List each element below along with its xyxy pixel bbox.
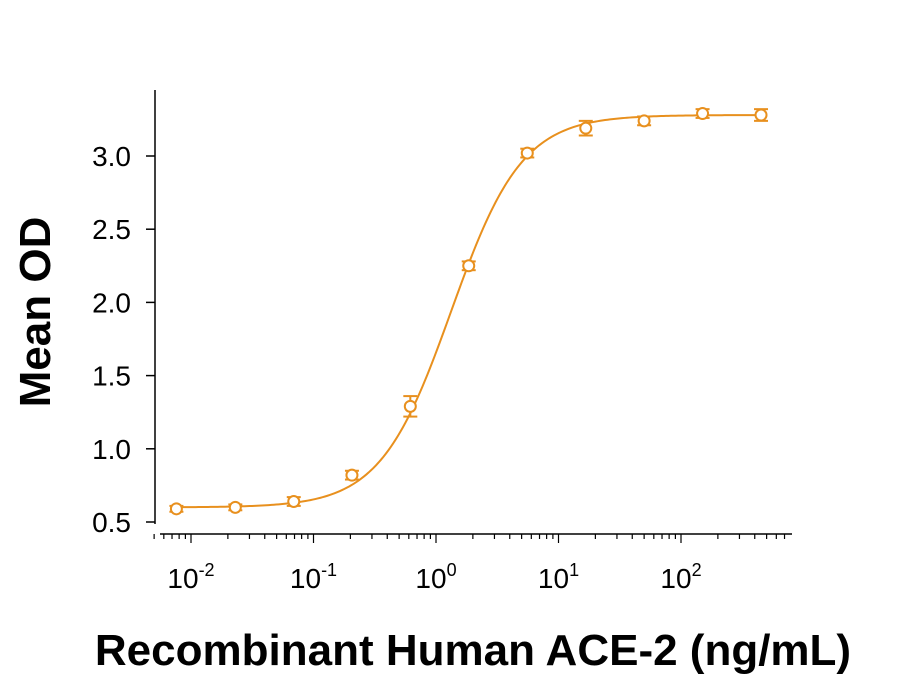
data-point-group — [520, 146, 535, 160]
x-tick-label: 10-1 — [290, 560, 337, 594]
x-tick-label-base: 10 — [167, 563, 198, 594]
y-tick-label: 3.0 — [92, 141, 131, 172]
y-ticks: 0.5 1.0 1.5 2.0 2.5 3.0 — [92, 141, 155, 538]
x-tick-label-base: 10 — [660, 563, 691, 594]
data-points-layer — [169, 107, 769, 516]
data-point-group — [695, 107, 710, 121]
y-tick-label: 0.5 — [92, 507, 131, 538]
x-tick-label-exponent: 1 — [569, 560, 579, 580]
x-tick-label-exponent: 2 — [692, 560, 702, 580]
x-tick-label-base: 10 — [538, 563, 569, 594]
data-point — [287, 495, 301, 509]
data-point — [520, 146, 534, 160]
y-tick-label: 2.0 — [92, 287, 131, 318]
data-point — [754, 108, 768, 122]
data-point — [345, 468, 359, 482]
data-point — [169, 502, 183, 516]
x-axis-title: Recombinant Human ACE-2 (ng/mL) — [95, 626, 851, 675]
x-tick-label: 100 — [415, 560, 456, 594]
x-ticks: 10-2 10-1 100 101 102 — [153, 534, 786, 594]
x-tick-label-exponent: -2 — [199, 560, 215, 580]
data-point-group — [754, 108, 769, 122]
x-tick-label-exponent: 0 — [447, 560, 457, 580]
data-point-group — [461, 259, 476, 273]
data-point — [696, 107, 710, 121]
data-point — [462, 259, 476, 273]
y-axis-title: Mean OD — [11, 217, 60, 408]
data-point-group — [403, 395, 418, 418]
axes: 0.51.01.52.02.53.0 10-2 10-1 100 101 102 — [92, 90, 792, 594]
y-tick-label: 1.5 — [92, 361, 131, 392]
data-point — [228, 500, 242, 514]
data-point-group — [578, 119, 593, 137]
data-point-group — [228, 500, 243, 514]
y-tick-label: 2.5 — [92, 214, 131, 245]
x-tick-label-base: 10 — [290, 563, 321, 594]
data-point — [579, 121, 593, 135]
x-tick-label: 10-2 — [167, 560, 214, 594]
x-tick-label: 101 — [538, 560, 579, 594]
x-tick-label-base: 10 — [415, 563, 446, 594]
data-point-group — [344, 468, 359, 482]
fit-curve — [176, 114, 762, 509]
data-point — [637, 114, 651, 128]
data-point-group — [169, 502, 184, 516]
data-point-group — [637, 114, 652, 128]
fit-curve-layer — [176, 114, 762, 509]
data-point — [403, 399, 417, 413]
y-tick-label: 1.0 — [92, 434, 131, 465]
data-point-group — [286, 495, 301, 509]
x-tick-label-exponent: -1 — [321, 560, 337, 580]
x-tick-label: 102 — [660, 560, 701, 594]
